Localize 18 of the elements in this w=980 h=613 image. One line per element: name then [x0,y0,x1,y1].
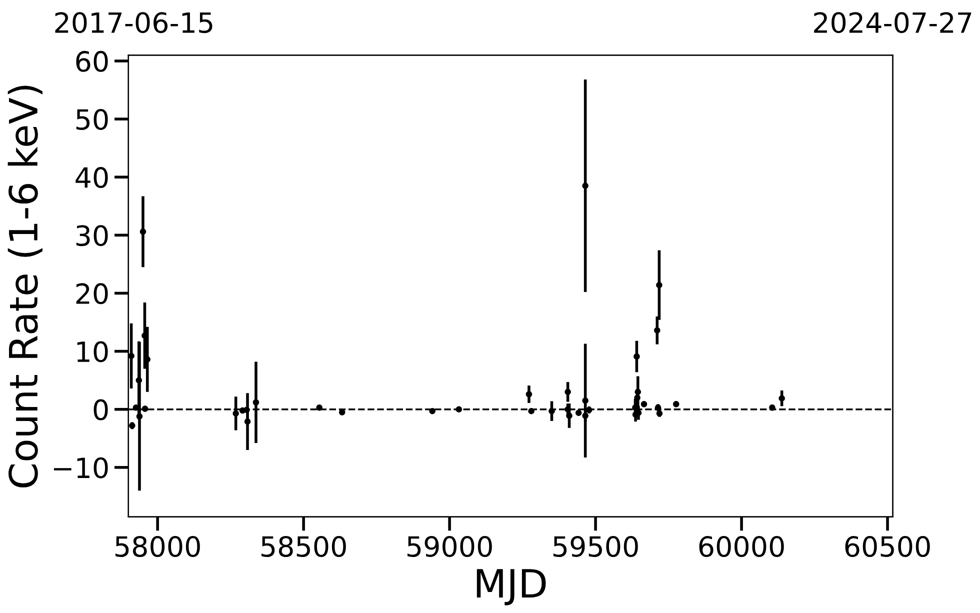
y-tick-label: −10 [54,457,108,478]
y-axis-title: Count Rate (1-6 keV) [8,86,42,488]
x2-tick-label: 2024-07-27 [814,12,972,34]
y-tick-label: 0 [94,399,108,420]
y-tick-label: 30 [76,225,108,246]
x-tick-label: 58000 [116,536,200,558]
y-tick-label: 20 [76,283,108,304]
y-tick-label: 60 [76,50,108,72]
y-tick-label: 40 [76,167,108,188]
x2-tick-label: 2017-06-15 [55,12,212,34]
x-axis-title: MJD [476,569,546,606]
x-tick-label: 60000 [699,536,784,558]
y-tick-label: 50 [76,108,108,130]
x-tick-label: 59000 [408,536,492,558]
y-tick-label: 10 [77,341,108,362]
x-tick-label: 58500 [262,536,346,558]
x-tick-label: 59500 [554,536,638,558]
x-tick-label: 60500 [845,536,930,558]
